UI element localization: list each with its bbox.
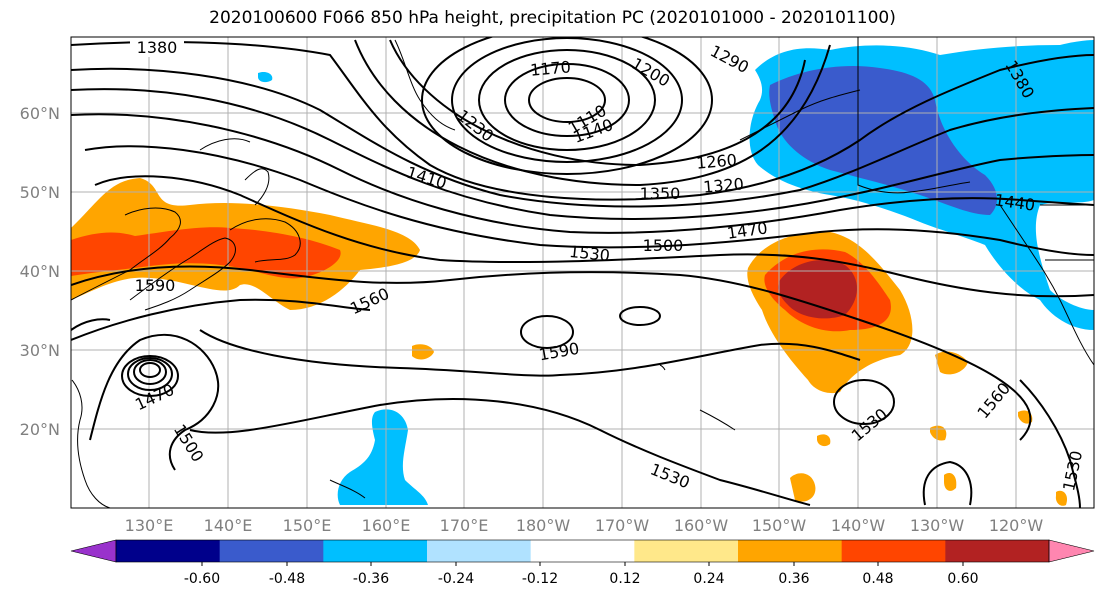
lat-label: 30°N [20,341,60,360]
colorbar-outline [115,539,1050,563]
colorbar-tick-label: 0.24 [693,571,724,587]
contour-label: 1590 [135,276,176,295]
colorbar-tick-label: -0.12 [522,571,558,587]
colorbar-segment [634,540,739,562]
map-title: 2020100600 F066 850 hPa height, precipit… [209,8,896,28]
colorbar-tick-label: 0.12 [609,571,640,587]
lon-label: 150°W [752,516,807,535]
lon-label: 140°E [204,516,253,535]
contour-label: 1350 [640,184,681,203]
height-contours [71,37,1094,508]
colorbar-segment [219,540,324,562]
positive-anomaly-west [71,178,434,360]
lon-label: 120°W [989,516,1044,535]
graticule [71,37,1094,508]
lon-label: 180°W [516,516,571,535]
colorbar-tick-label: 0.36 [778,571,809,587]
contour-label: 1530 [568,242,610,265]
latitude-labels: 60°N 50°N 40°N 30°N 20°N [20,104,60,439]
colorbar-segment [323,540,428,562]
colorbar-segment [427,540,532,562]
lon-label: 160°W [674,516,729,535]
colorbar-tick-label: 0.60 [947,571,978,587]
colorbar-tick-label: -0.60 [184,571,220,587]
contour-label: 1500 [643,236,684,255]
lon-label: 170°E [440,516,489,535]
contour-label: 1260 [695,150,737,172]
coastlines [71,37,1094,508]
colorbar-segments [70,539,1095,563]
positive-anomaly-east [747,231,1068,506]
lat-label: 60°N [20,104,60,123]
lat-label: 50°N [20,183,60,202]
lon-label: 130°W [910,516,965,535]
colorbar-segment [116,540,221,562]
negative-anomaly-central [337,409,428,505]
colorbar-tick-label: 0.48 [862,571,893,587]
lon-label: 130°E [125,516,174,535]
longitude-labels: 130°E 140°E 150°E 160°E 170°E 180°W 170°… [125,516,1044,535]
colorbar-segment [945,540,1050,562]
contour-label: 1320 [702,174,744,196]
lon-label: 140°W [831,516,886,535]
colorbar-extend-min [70,539,117,563]
colorbar-tick-label: -0.48 [269,571,305,587]
map-area: 1380 1170 1200 1290 1380 1110 1140 1230 … [71,37,1094,508]
lon-label: 170°W [595,516,650,535]
lat-label: 20°N [20,420,60,439]
lon-label: 150°E [283,516,332,535]
lon-label: 160°E [362,516,411,535]
colorbar-segment [738,540,843,562]
colorbar-segment [530,540,635,562]
contour-label: 1380 [137,38,178,57]
map-frame [70,36,1095,509]
colorbar-tick-label: -0.24 [438,571,474,587]
colorbar-tick-label: -0.36 [353,571,389,587]
colorbar: -0.60 -0.48 -0.36 -0.24 -0.12 0.12 0.24 … [70,539,1095,587]
colorbar-extend-max [1048,539,1095,563]
lat-label: 40°N [20,262,60,281]
colorbar-segment [841,540,946,562]
contour-label: 1170 [529,57,571,79]
